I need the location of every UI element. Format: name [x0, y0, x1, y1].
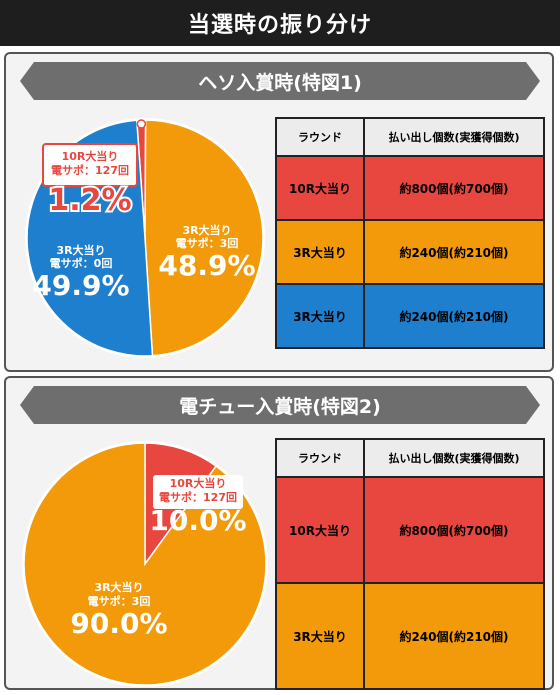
pie-slice [144, 119, 264, 357]
cell-payout: 約800個(約700個) [363, 476, 545, 584]
header-payout: 払い出し個数(実獲得個数) [363, 117, 545, 157]
slice-percent-label: 48.9% [158, 249, 255, 282]
table-row: 3R大当り 約240個(約210個) [275, 582, 545, 690]
slice-sublabel: 電サポ：127回 [159, 490, 237, 504]
cell-round: 10R大当り [275, 155, 365, 221]
cell-round: 10R大当り [275, 476, 365, 584]
cell-round: 3R大当り [275, 219, 365, 285]
cell-round: 3R大当り [275, 283, 365, 349]
main-title: 当選時の振り分け [0, 0, 560, 46]
header-round: ラウンド [275, 117, 365, 157]
section-banner-heso: ヘソ入賞時(特図1) [20, 62, 540, 100]
slice-percent-label: 1.2% [48, 183, 131, 218]
table-header-row: ラウンド 払い出し個数(実獲得個数) [275, 438, 545, 478]
slice-sublabel: 電サポ：3回 [88, 594, 151, 608]
slice-label: 3R大当り [94, 580, 143, 594]
cell-payout: 約240個(約210個) [363, 219, 545, 285]
slice-percent-label: 90.0% [70, 607, 167, 640]
slice-sublabel: 電サポ：127回 [51, 163, 129, 177]
header-round: ラウンド [275, 438, 365, 478]
slice-sublabel: 電サポ：3回 [176, 236, 239, 250]
slice-percent-label: 49.9% [32, 269, 129, 302]
table-row: 10R大当り 約800個(約700個) [275, 155, 545, 221]
section-banner-denchu: 電チュー入賞時(特図2) [20, 386, 540, 424]
pie-chart-heso: 10R大当り電サポ：127回1.2%3R大当り電サポ：3回48.9%3R大当り電… [25, 118, 265, 358]
table-row: 3R大当り 約240個(約210個) [275, 219, 545, 285]
cell-payout: 約800個(約700個) [363, 155, 545, 221]
cell-round: 3R大当り [275, 582, 365, 690]
slice-label: 3R大当り [182, 223, 231, 237]
table-row: 10R大当り 約800個(約700個) [275, 476, 545, 584]
slice-label: 10R大当り [62, 149, 119, 163]
distribution-table-denchu: ラウンド 払い出し個数(実獲得個数) 10R大当り 約800個(約700個) 3… [275, 438, 545, 690]
slice-label-box [153, 475, 243, 509]
slice-label-box [42, 143, 138, 187]
distribution-table-heso: ラウンド 払い出し個数(実獲得個数) 10R大当り 約800個(約700個) 3… [275, 117, 545, 349]
callout-dot [136, 119, 147, 129]
cell-payout: 約240個(約210個) [363, 582, 545, 690]
cell-payout: 約240個(約210個) [363, 283, 545, 349]
slice-percent-label: 10.0% [149, 504, 246, 537]
table-header-row: ラウンド 払い出し個数(実獲得個数) [275, 117, 545, 157]
slice-label: 10R大当り [170, 476, 227, 490]
header-payout: 払い出し個数(実獲得個数) [363, 438, 545, 478]
table-row: 3R大当り 約240個(約210個) [275, 283, 545, 349]
slice-sublabel: 電サポ：0回 [50, 256, 113, 270]
slice-label: 3R大当り [56, 243, 105, 257]
